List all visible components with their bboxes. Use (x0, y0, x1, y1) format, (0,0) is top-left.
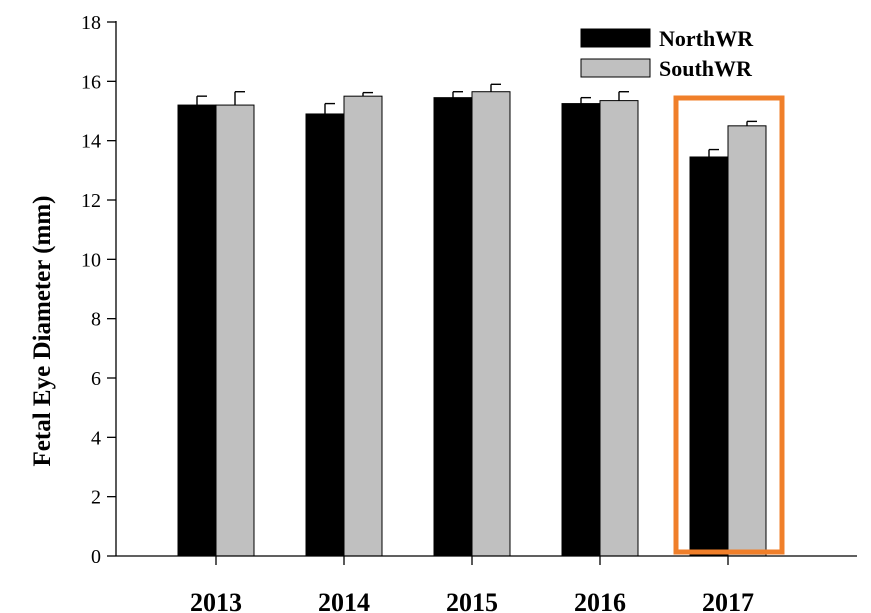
y-tick-label: 6 (91, 368, 101, 390)
bar-northwr-2017 (689, 156, 729, 557)
x-tick-label: 2014 (318, 588, 370, 613)
bar-northwr-2016 (561, 103, 601, 557)
bar-northwr-2013 (177, 104, 217, 557)
legend-label-southwr: SouthWR (659, 56, 753, 81)
bar-southwr-2013 (215, 104, 255, 557)
y-tick-label: 16 (81, 71, 101, 93)
bar-southwr-2017 (727, 125, 767, 557)
x-tick-label: 2016 (574, 588, 626, 613)
highlight-rectangle (673, 95, 785, 555)
bars (177, 83, 767, 557)
y-tick-label: 4 (91, 427, 101, 449)
x-tick-label: 2017 (702, 588, 754, 613)
bar-northwr-2015 (433, 97, 473, 557)
bar-southwr-2014 (343, 95, 383, 557)
bar-southwr-2015 (471, 91, 511, 557)
x-tick-label: 2015 (446, 588, 498, 613)
y-axis: 0 2 4 6 8 10 12 14 16 18 (81, 12, 117, 568)
y-tick-label: 8 (91, 309, 101, 331)
highlight-box (673, 95, 785, 555)
bar-northwr-2014 (305, 113, 345, 557)
legend: NorthWR SouthWR (580, 26, 754, 81)
y-axis-title: Fetal Eye Diameter (mm) (29, 196, 56, 467)
legend-swatch-northwr (580, 28, 651, 48)
x-tick-label: 2013 (190, 588, 242, 613)
y-tick-label: 14 (81, 131, 101, 153)
legend-label-northwr: NorthWR (659, 26, 754, 51)
y-tick-label: 2 (91, 487, 101, 509)
legend-swatch-southwr (580, 58, 651, 78)
y-tick-label: 12 (81, 190, 101, 212)
y-tick-label: 0 (91, 546, 101, 568)
y-tick-label: 18 (81, 12, 101, 34)
x-axis: 2013 2014 2015 2016 2017 (116, 555, 857, 613)
bar-southwr-2016 (599, 100, 639, 557)
y-tick-label: 10 (81, 249, 101, 271)
